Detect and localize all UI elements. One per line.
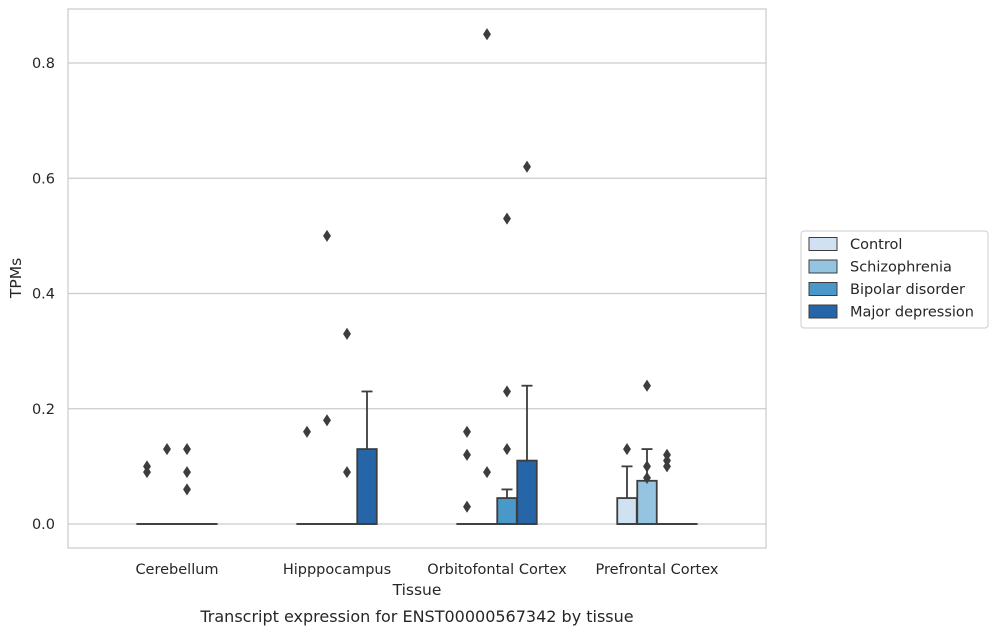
legend-swatch xyxy=(808,282,838,296)
y-tick-labels: 0.0 0.2 0.4 0.6 0.8 xyxy=(32,56,55,533)
y-tick-label: 0.2 xyxy=(32,402,55,418)
y-tick-label: 0.0 xyxy=(32,517,55,533)
y-tick-label: 0.4 xyxy=(32,287,55,303)
outlier-point xyxy=(643,379,651,392)
outlier-point xyxy=(323,229,331,242)
legend-swatch xyxy=(808,304,838,319)
outlier-point xyxy=(343,466,351,479)
outlier-point xyxy=(503,212,511,225)
x-tick-label: Orbitofontal Cortex xyxy=(427,562,567,578)
legend-label: Control xyxy=(850,237,902,253)
x-axis-title: Tissue xyxy=(392,581,442,599)
y-tick-label: 0.8 xyxy=(32,56,55,72)
box xyxy=(356,448,378,525)
plot-frame xyxy=(67,8,767,549)
outlier-point xyxy=(523,160,531,173)
outlier-point xyxy=(663,448,671,461)
grid-lines xyxy=(68,62,766,525)
y-axis-title: TPMs xyxy=(7,258,25,299)
legend-swatch xyxy=(808,259,838,274)
outlier-point xyxy=(463,500,471,513)
outlier-point xyxy=(643,471,651,484)
legend-label: Bipolar disorder xyxy=(850,282,965,298)
box-marks xyxy=(136,28,698,525)
outlier-point xyxy=(183,466,191,479)
x-tick-label: Cerebellum xyxy=(135,562,218,578)
x-tick-label: Hipppocampus xyxy=(283,562,391,578)
outlier-point xyxy=(303,425,311,438)
box xyxy=(616,497,638,525)
outlier-point xyxy=(503,385,511,398)
y-tick-label: 0.6 xyxy=(32,171,55,187)
outlier-point xyxy=(463,425,471,438)
outlier-point xyxy=(183,443,191,456)
outlier-point xyxy=(163,443,171,456)
outlier-point xyxy=(323,414,331,427)
legend-label: Major depression xyxy=(850,305,974,321)
outlier-point xyxy=(643,460,651,473)
outlier-point xyxy=(483,28,491,41)
box xyxy=(636,479,658,525)
box xyxy=(516,459,538,525)
legend: Control Schizophrenia Bipolar disorder Majo… xyxy=(800,230,989,329)
x-tick-labels: Cerebellum Hipppocampus Orbitofontal Corte… xyxy=(135,562,718,578)
outlier-point xyxy=(623,443,631,456)
outlier-point xyxy=(463,448,471,461)
chart-caption: Transcript expression for ENST0000056734… xyxy=(199,607,633,626)
legend-swatch xyxy=(808,237,838,251)
x-tick-label: Prefrontal Cortex xyxy=(596,562,719,578)
outlier-point xyxy=(343,327,351,340)
legend-label: Schizophrenia xyxy=(850,260,952,276)
box xyxy=(496,497,518,525)
outlier-point xyxy=(183,483,191,496)
outlier-point xyxy=(483,466,491,479)
outlier-point xyxy=(503,443,511,456)
outlier-point xyxy=(143,460,151,473)
legend-frame xyxy=(800,230,989,329)
